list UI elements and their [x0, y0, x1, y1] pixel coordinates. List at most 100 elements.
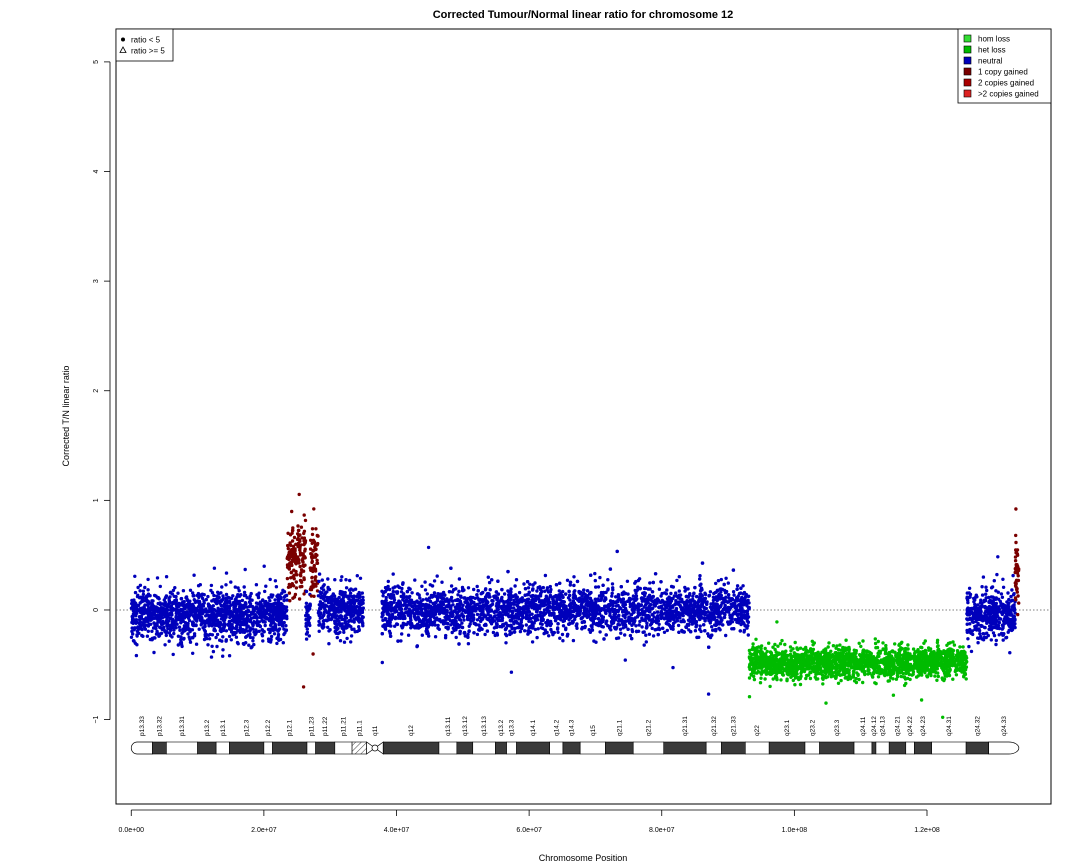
data-point — [248, 635, 253, 640]
data-point — [608, 626, 612, 630]
data-point — [234, 635, 239, 639]
data-point — [667, 598, 672, 602]
data-point — [523, 629, 527, 633]
data-point — [269, 634, 274, 639]
data-point — [424, 597, 428, 601]
data-point — [263, 608, 268, 612]
data-point — [606, 578, 610, 582]
data-point — [475, 612, 480, 617]
data-point — [220, 585, 224, 589]
data-point — [722, 611, 727, 616]
data-point — [493, 614, 497, 618]
data-point — [339, 598, 343, 602]
data-point — [197, 615, 201, 619]
data-point — [246, 633, 250, 637]
data-point — [214, 615, 218, 620]
data-point — [266, 606, 271, 611]
data-point — [174, 598, 178, 602]
data-point — [589, 573, 593, 577]
data-point — [405, 589, 410, 594]
data-point — [420, 584, 424, 588]
data-point — [146, 602, 150, 607]
data-point — [244, 635, 248, 639]
data-point — [498, 599, 503, 603]
data-point — [512, 606, 516, 610]
data-point — [558, 636, 562, 640]
data-point — [256, 602, 260, 606]
data-point — [553, 618, 558, 623]
data-point — [224, 639, 228, 643]
data-point — [304, 589, 309, 594]
data-point — [158, 584, 162, 589]
data-point — [146, 577, 150, 582]
data-point — [572, 593, 576, 597]
data-point — [235, 640, 240, 645]
data-point — [192, 632, 197, 636]
data-point — [619, 631, 623, 635]
data-point — [527, 626, 531, 630]
data-point — [240, 598, 245, 603]
data-point — [327, 642, 331, 646]
data-point — [317, 613, 321, 618]
data-point — [655, 597, 660, 601]
data-point — [130, 606, 134, 610]
data-point — [247, 604, 252, 609]
data-point — [307, 616, 312, 620]
data-point — [312, 540, 316, 544]
data-point — [190, 620, 195, 624]
data-point — [726, 581, 730, 585]
data-point — [393, 585, 397, 589]
data-point — [131, 600, 135, 605]
data-point — [214, 601, 219, 606]
data-point — [216, 606, 220, 610]
data-point — [164, 618, 169, 623]
data-point — [263, 620, 267, 624]
data-point — [719, 577, 723, 582]
data-point — [657, 605, 661, 609]
data-point — [182, 603, 187, 607]
data-point — [155, 615, 159, 620]
data-point — [610, 582, 615, 586]
data-point — [299, 571, 303, 575]
data-point — [535, 635, 539, 640]
data-point — [388, 631, 392, 635]
data-point — [222, 626, 226, 630]
data-point — [542, 631, 546, 636]
data-point — [326, 615, 330, 619]
data-point — [305, 623, 309, 627]
data-point — [187, 607, 191, 611]
data-point — [287, 582, 291, 587]
data-point — [423, 614, 427, 618]
data-point — [707, 634, 711, 638]
data-point — [182, 636, 186, 641]
data-point — [242, 590, 247, 595]
data-point — [457, 577, 462, 581]
data-point — [137, 627, 141, 631]
data-point — [143, 603, 147, 607]
data-point — [158, 602, 162, 607]
data-point — [299, 574, 303, 578]
data-point — [242, 585, 246, 589]
data-point — [435, 574, 439, 578]
data-point — [210, 633, 215, 637]
data-point — [541, 602, 546, 606]
data-point — [716, 605, 720, 610]
data-point — [487, 580, 492, 585]
data-point — [602, 637, 606, 641]
data-point — [692, 591, 696, 595]
data-point — [349, 640, 353, 644]
data-point — [293, 561, 298, 565]
data-point — [274, 601, 278, 606]
data-point — [203, 619, 208, 624]
data-point — [347, 624, 352, 628]
data-point — [227, 654, 232, 658]
data-point — [669, 584, 674, 589]
data-point — [335, 624, 339, 628]
data-point — [360, 615, 365, 620]
data-point — [631, 594, 636, 598]
data-point — [202, 601, 206, 605]
data-point — [457, 617, 461, 621]
data-point — [466, 586, 471, 590]
data-point — [447, 590, 452, 594]
